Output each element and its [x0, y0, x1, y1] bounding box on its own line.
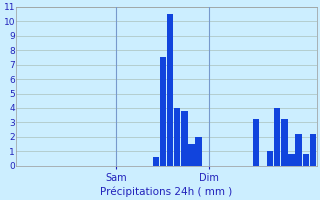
Bar	[181, 111, 188, 166]
Bar	[196, 137, 202, 166]
Bar	[167, 14, 173, 166]
Bar	[281, 119, 288, 166]
Bar	[310, 134, 316, 166]
Bar	[288, 154, 295, 166]
Bar	[274, 108, 280, 166]
X-axis label: Précipitations 24h ( mm ): Précipitations 24h ( mm )	[100, 186, 233, 197]
Bar	[188, 144, 195, 166]
Bar	[160, 57, 166, 166]
Bar	[153, 157, 159, 166]
Bar	[267, 151, 273, 166]
Bar	[174, 108, 180, 166]
Bar	[295, 134, 302, 166]
Bar	[303, 154, 309, 166]
Bar	[252, 119, 259, 166]
